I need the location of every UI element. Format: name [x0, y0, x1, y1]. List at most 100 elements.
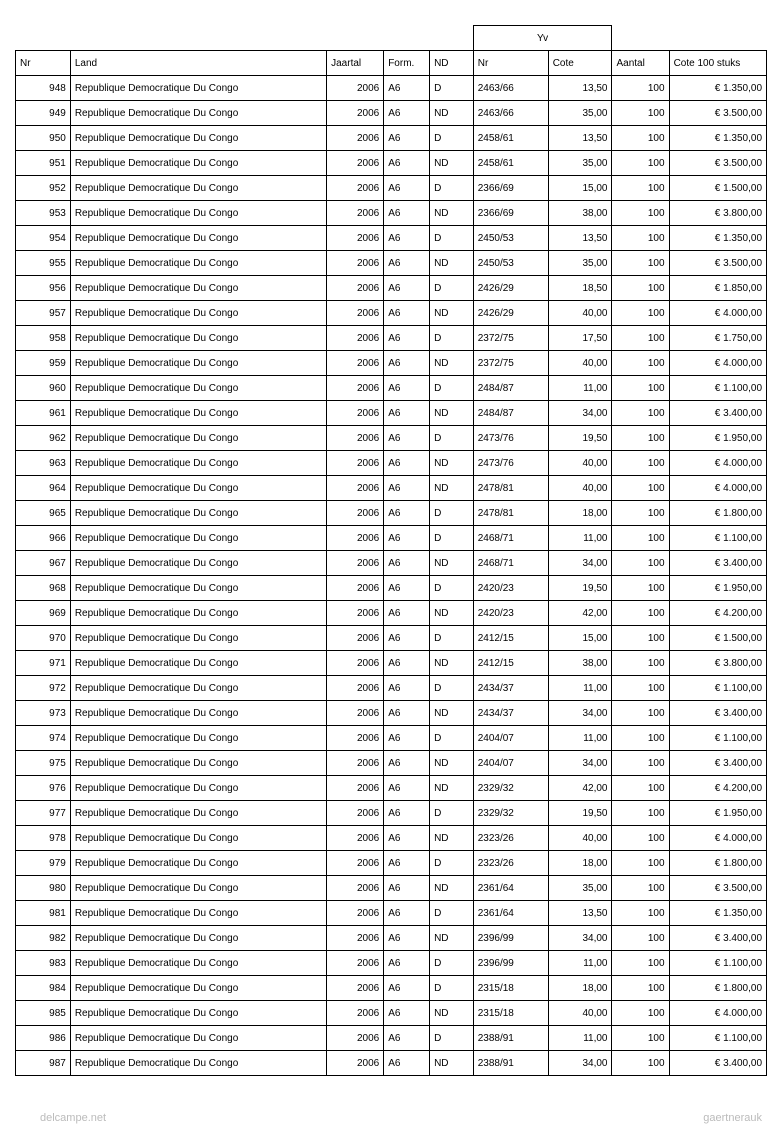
table-row: 980Republique Democratique Du Congo2006A…: [16, 876, 767, 901]
table-cell: 953: [16, 201, 71, 226]
table-row: 976Republique Democratique Du Congo2006A…: [16, 776, 767, 801]
table-cell: A6: [384, 876, 430, 901]
table-cell: Republique Democratique Du Congo: [70, 501, 326, 526]
table-cell: Republique Democratique Du Congo: [70, 951, 326, 976]
table-cell: 34,00: [548, 926, 612, 951]
table-cell: 100: [612, 126, 669, 151]
table-cell: D: [430, 901, 474, 926]
table-cell: 100: [612, 76, 669, 101]
table-cell: € 3.500,00: [669, 101, 766, 126]
table-cell: € 3.400,00: [669, 926, 766, 951]
table-cell: 2478/81: [473, 476, 548, 501]
table-cell: A6: [384, 1001, 430, 1026]
table-cell: Republique Democratique Du Congo: [70, 526, 326, 551]
table-cell: 956: [16, 276, 71, 301]
table-cell: 100: [612, 601, 669, 626]
table-cell: 980: [16, 876, 71, 901]
table-cell: A6: [384, 701, 430, 726]
table-cell: € 1.350,00: [669, 901, 766, 926]
table-cell: 2396/99: [473, 926, 548, 951]
table-cell: 2006: [327, 1026, 384, 1051]
table-cell: Republique Democratique Du Congo: [70, 1026, 326, 1051]
table-cell: 100: [612, 276, 669, 301]
table-cell: A6: [384, 426, 430, 451]
table-cell: 38,00: [548, 651, 612, 676]
table-cell: 18,00: [548, 851, 612, 876]
table-cell: 18,00: [548, 976, 612, 1001]
table-cell: ND: [430, 1001, 474, 1026]
table-cell: A6: [384, 201, 430, 226]
table-cell: D: [430, 676, 474, 701]
table-cell: 40,00: [548, 351, 612, 376]
table-cell: € 1.800,00: [669, 976, 766, 1001]
table-cell: 34,00: [548, 701, 612, 726]
table-cell: A6: [384, 276, 430, 301]
table-row: 962Republique Democratique Du Congo2006A…: [16, 426, 767, 451]
table-row: 955Republique Democratique Du Congo2006A…: [16, 251, 767, 276]
table-cell: 2473/76: [473, 426, 548, 451]
table-cell: € 1.350,00: [669, 76, 766, 101]
table-row: 968Republique Democratique Du Congo2006A…: [16, 576, 767, 601]
table-cell: € 3.400,00: [669, 551, 766, 576]
table-row: 961Republique Democratique Du Congo2006A…: [16, 401, 767, 426]
table-cell: 2412/15: [473, 626, 548, 651]
table-cell: Republique Democratique Du Congo: [70, 926, 326, 951]
table-cell: 973: [16, 701, 71, 726]
table-cell: Republique Democratique Du Congo: [70, 626, 326, 651]
table-cell: 2404/07: [473, 751, 548, 776]
table-cell: A6: [384, 451, 430, 476]
table-cell: 100: [612, 501, 669, 526]
table-cell: 2006: [327, 276, 384, 301]
table-cell: € 3.500,00: [669, 151, 766, 176]
blank-cell: [327, 26, 384, 51]
table-cell: Republique Democratique Du Congo: [70, 376, 326, 401]
table-cell: D: [430, 126, 474, 151]
table-cell: € 1.100,00: [669, 526, 766, 551]
table-cell: 2006: [327, 76, 384, 101]
table-cell: 2006: [327, 876, 384, 901]
table-row: 972Republique Democratique Du Congo2006A…: [16, 676, 767, 701]
table-cell: 2468/71: [473, 526, 548, 551]
table-cell: Republique Democratique Du Congo: [70, 901, 326, 926]
table-row: 960Republique Democratique Du Congo2006A…: [16, 376, 767, 401]
table-cell: ND: [430, 101, 474, 126]
table-cell: 11,00: [548, 376, 612, 401]
table-cell: 976: [16, 776, 71, 801]
table-cell: 2329/32: [473, 801, 548, 826]
table-cell: 19,50: [548, 576, 612, 601]
table-cell: 2366/69: [473, 201, 548, 226]
table-cell: A6: [384, 1026, 430, 1051]
table-cell: 2361/64: [473, 901, 548, 926]
table-row: 964Republique Democratique Du Congo2006A…: [16, 476, 767, 501]
table-cell: A6: [384, 476, 430, 501]
blank-cell: [669, 26, 766, 51]
col-header-cote100: Cote 100 stuks: [669, 51, 766, 76]
table-row: 973Republique Democratique Du Congo2006A…: [16, 701, 767, 726]
table-cell: A6: [384, 851, 430, 876]
table-cell: 100: [612, 201, 669, 226]
table-cell: 100: [612, 776, 669, 801]
table-row: 951Republique Democratique Du Congo2006A…: [16, 151, 767, 176]
table-cell: € 4.000,00: [669, 451, 766, 476]
table-cell: 965: [16, 501, 71, 526]
table-row: 987Republique Democratique Du Congo2006A…: [16, 1051, 767, 1076]
table-cell: € 3.500,00: [669, 251, 766, 276]
table-cell: ND: [430, 751, 474, 776]
table-cell: A6: [384, 376, 430, 401]
table-cell: 966: [16, 526, 71, 551]
table-cell: 2396/99: [473, 951, 548, 976]
table-cell: Republique Democratique Du Congo: [70, 1051, 326, 1076]
table-cell: A6: [384, 901, 430, 926]
col-header-yvnr: Nr: [473, 51, 548, 76]
col-header-nd: ND: [430, 51, 474, 76]
table-cell: 963: [16, 451, 71, 476]
table-cell: A6: [384, 151, 430, 176]
table-cell: 2006: [327, 326, 384, 351]
table-cell: 100: [612, 976, 669, 1001]
table-cell: 35,00: [548, 101, 612, 126]
table-cell: € 4.000,00: [669, 826, 766, 851]
col-header-cote: Cote: [548, 51, 612, 76]
table-cell: 100: [612, 301, 669, 326]
table-cell: 100: [612, 726, 669, 751]
table-cell: 100: [612, 351, 669, 376]
